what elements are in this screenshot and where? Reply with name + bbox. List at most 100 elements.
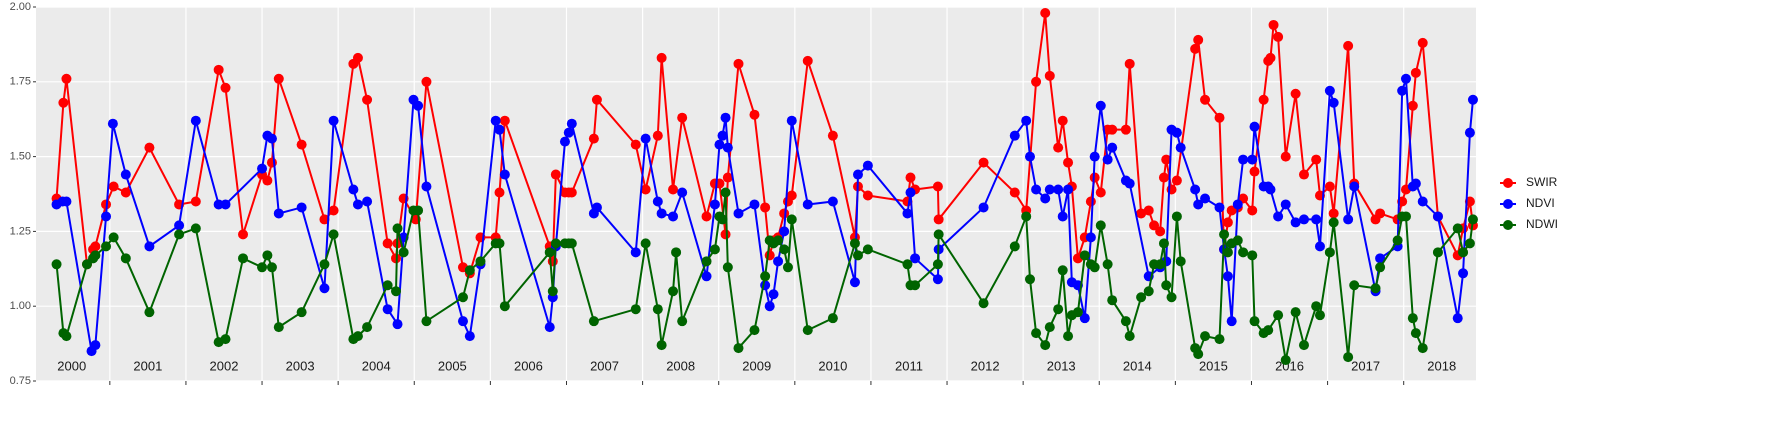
point (391, 286, 401, 297)
y-tick-label: 0.75 (10, 375, 31, 387)
point (392, 319, 403, 330)
point (910, 253, 921, 264)
point (494, 124, 505, 135)
point (1175, 256, 1186, 267)
point (1193, 34, 1204, 45)
point (1120, 316, 1131, 327)
point (457, 292, 468, 303)
point (566, 118, 577, 129)
point (1057, 115, 1068, 126)
point (544, 247, 555, 258)
year-label: 2011 (895, 358, 923, 373)
point (701, 211, 712, 222)
point (144, 142, 155, 153)
point (1095, 220, 1106, 231)
point (1268, 19, 1279, 30)
point (1053, 304, 1064, 315)
point (677, 316, 688, 327)
point (348, 184, 359, 195)
year-label: 2005 (438, 358, 467, 373)
point (1158, 238, 1169, 249)
point (1085, 196, 1096, 207)
point (1124, 331, 1135, 342)
year-label: 2008 (666, 358, 695, 373)
point (862, 190, 873, 201)
point (1190, 184, 1201, 195)
point (1273, 310, 1284, 321)
point (1417, 196, 1428, 207)
point (1273, 31, 1284, 42)
point (398, 247, 409, 258)
point (827, 130, 838, 141)
point (1397, 85, 1408, 96)
legend-label: NDWI (1526, 217, 1558, 231)
point (668, 184, 679, 195)
point (58, 97, 69, 108)
point (862, 160, 873, 171)
point (475, 256, 486, 267)
point (1410, 178, 1421, 189)
point (1009, 187, 1020, 198)
point (588, 133, 599, 144)
point (382, 304, 393, 315)
point (749, 325, 760, 336)
point (733, 343, 744, 354)
point (782, 262, 793, 273)
point (1136, 208, 1147, 219)
point (802, 55, 813, 66)
point (722, 172, 733, 183)
point (1072, 307, 1083, 318)
point (862, 244, 873, 255)
point (827, 313, 838, 324)
point (1009, 130, 1020, 141)
point (1226, 316, 1237, 327)
point (81, 259, 92, 270)
year-label: 2017 (1351, 358, 1380, 373)
point (1063, 184, 1074, 195)
point (499, 169, 510, 180)
point (1200, 331, 1211, 342)
point (902, 208, 913, 219)
point (701, 271, 712, 282)
point (1343, 40, 1354, 51)
point (1349, 181, 1360, 192)
point (760, 202, 771, 213)
point (1044, 184, 1055, 195)
point (1290, 217, 1301, 228)
y-tick-label: 1.25 (10, 225, 31, 237)
point (905, 172, 916, 183)
point (902, 259, 913, 270)
point (120, 253, 131, 264)
point (1089, 151, 1100, 162)
legend-label: SWIR (1526, 175, 1558, 189)
point (978, 298, 989, 309)
point (932, 274, 943, 285)
point (1044, 322, 1055, 333)
point (328, 115, 339, 126)
point (190, 115, 201, 126)
point (849, 238, 860, 249)
point (1311, 154, 1322, 165)
point (494, 238, 505, 249)
point (1102, 154, 1113, 165)
point (257, 262, 268, 273)
point (1063, 331, 1074, 342)
point (668, 211, 679, 222)
point (1136, 292, 1147, 303)
point (1095, 187, 1106, 198)
point (1040, 340, 1051, 351)
point (61, 331, 72, 342)
point (213, 199, 224, 210)
point (1009, 241, 1020, 252)
point (1298, 214, 1309, 225)
point (1200, 193, 1211, 204)
point (802, 199, 813, 210)
point (1324, 181, 1335, 192)
point (352, 199, 363, 210)
point (1214, 334, 1225, 345)
point (120, 187, 131, 198)
point (174, 220, 185, 231)
point (701, 256, 712, 267)
point (464, 265, 475, 276)
point (1247, 250, 1258, 261)
